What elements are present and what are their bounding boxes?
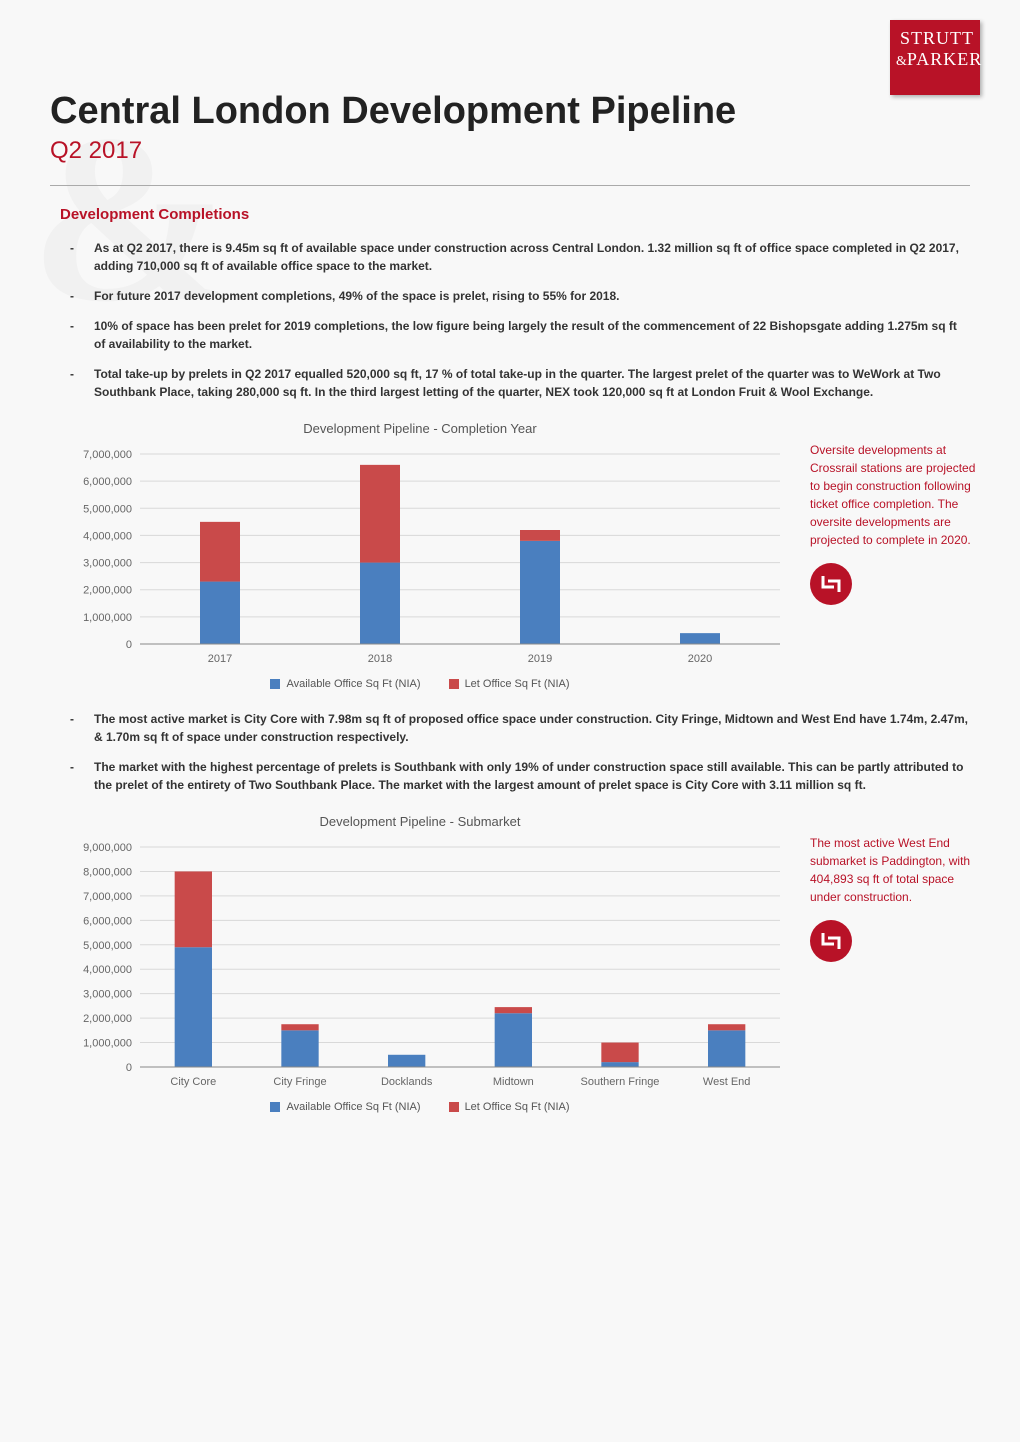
chart1-wrap: Development Pipeline - Completion Year 0… bbox=[50, 421, 790, 690]
svg-text:7,000,000: 7,000,000 bbox=[83, 891, 132, 903]
svg-text:2018: 2018 bbox=[368, 653, 392, 665]
svg-text:2,000,000: 2,000,000 bbox=[83, 585, 132, 597]
svg-text:1,000,000: 1,000,000 bbox=[83, 612, 132, 624]
page-title: Central London Development Pipeline bbox=[50, 90, 970, 133]
legend-item-available: Available Office Sq Ft (NIA) bbox=[270, 678, 420, 690]
crop-icon bbox=[810, 563, 852, 605]
svg-text:7,000,000: 7,000,000 bbox=[83, 449, 132, 461]
logo-line2: PARKER bbox=[907, 49, 982, 69]
chart1-legend: Available Office Sq Ft (NIA) Let Office … bbox=[50, 678, 790, 690]
logo-line1: STRUTT bbox=[896, 28, 974, 49]
bullet-item: 10% of space has been prelet for 2019 co… bbox=[70, 317, 970, 353]
chart2-sidenote: The most active West End submarket is Pa… bbox=[810, 814, 980, 906]
svg-text:8,000,000: 8,000,000 bbox=[83, 866, 132, 878]
svg-text:Midtown: Midtown bbox=[493, 1076, 534, 1088]
legend-item-let: Let Office Sq Ft (NIA) bbox=[449, 678, 570, 690]
svg-text:4,000,000: 4,000,000 bbox=[83, 964, 132, 976]
bullet-item: For future 2017 development completions,… bbox=[70, 287, 970, 305]
chart2-legend: Available Office Sq Ft (NIA) Let Office … bbox=[50, 1101, 790, 1113]
legend-label-available: Available Office Sq Ft (NIA) bbox=[286, 678, 420, 690]
legend-swatch-let bbox=[449, 679, 459, 689]
chart2-sidebar: The most active West End submarket is Pa… bbox=[810, 814, 980, 962]
legend-swatch-let bbox=[449, 1102, 459, 1112]
chart2-wrap: Development Pipeline - Submarket 0 1,000,… bbox=[50, 814, 790, 1113]
bullet-item: The most active market is City Core with… bbox=[70, 710, 970, 746]
svg-text:0: 0 bbox=[126, 1062, 132, 1074]
logo-line2-wrap: &PARKER bbox=[896, 49, 974, 70]
mid-bullets: The most active market is City Core with… bbox=[70, 710, 970, 794]
brand-logo: STRUTT &PARKER bbox=[890, 20, 980, 95]
svg-text:Docklands: Docklands bbox=[381, 1076, 433, 1088]
legend-item-let: Let Office Sq Ft (NIA) bbox=[449, 1101, 570, 1113]
svg-text:6,000,000: 6,000,000 bbox=[83, 476, 132, 488]
chart1-sidenote: Oversite developments at Crossrail stati… bbox=[810, 421, 980, 549]
svg-text:4,000,000: 4,000,000 bbox=[83, 530, 132, 542]
crop-icon bbox=[810, 920, 852, 962]
svg-text:2,000,000: 2,000,000 bbox=[83, 1013, 132, 1025]
svg-text:2019: 2019 bbox=[528, 653, 552, 665]
divider bbox=[50, 185, 970, 186]
svg-text:3,000,000: 3,000,000 bbox=[83, 558, 132, 570]
chart2-block: Development Pipeline - Submarket 0 1,000,… bbox=[50, 814, 970, 1113]
section-heading: Development Completions bbox=[60, 206, 970, 223]
svg-text:0: 0 bbox=[126, 639, 132, 651]
svg-text:6,000,000: 6,000,000 bbox=[83, 915, 132, 927]
legend-label-let: Let Office Sq Ft (NIA) bbox=[465, 1101, 570, 1113]
bullet-item: Total take-up by prelets in Q2 2017 equa… bbox=[70, 365, 970, 401]
svg-text:5,000,000: 5,000,000 bbox=[83, 503, 132, 515]
svg-text:1,000,000: 1,000,000 bbox=[83, 1038, 132, 1050]
legend-label-available: Available Office Sq Ft (NIA) bbox=[286, 1101, 420, 1113]
legend-item-available: Available Office Sq Ft (NIA) bbox=[270, 1101, 420, 1113]
chart2-title: Development Pipeline - Submarket bbox=[50, 814, 790, 829]
chart2-svg: 0 1,000,000 2,000,000 3,000,000 4,000,000 5,0… bbox=[50, 837, 790, 1097]
svg-text:Southern Fringe: Southern Fringe bbox=[581, 1076, 660, 1088]
svg-text:9,000,000: 9,000,000 bbox=[83, 842, 132, 854]
chart1-block: Development Pipeline - Completion Year 0… bbox=[50, 421, 970, 690]
page-subtitle: Q2 2017 bbox=[50, 137, 970, 165]
svg-text:3,000,000: 3,000,000 bbox=[83, 989, 132, 1001]
bullet-item: As at Q2 2017, there is 9.45m sq ft of a… bbox=[70, 239, 970, 275]
bullet-item: The market with the highest percentage o… bbox=[70, 758, 970, 794]
chart1-svg: 0 1,000,000 2,000,000 3,000,000 4,000,000 5,0… bbox=[50, 444, 790, 674]
chart1-sidebar: Oversite developments at Crossrail stati… bbox=[810, 421, 980, 605]
svg-text:2020: 2020 bbox=[688, 653, 712, 665]
svg-text:5,000,000: 5,000,000 bbox=[83, 940, 132, 952]
svg-text:City Fringe: City Fringe bbox=[273, 1076, 326, 1088]
legend-swatch-available bbox=[270, 1102, 280, 1112]
logo-amp: & bbox=[896, 54, 907, 69]
svg-text:2017: 2017 bbox=[208, 653, 232, 665]
page-container: STRUTT &PARKER Central London Developmen… bbox=[0, 0, 1020, 1173]
svg-text:City Core: City Core bbox=[170, 1076, 216, 1088]
legend-label-let: Let Office Sq Ft (NIA) bbox=[465, 678, 570, 690]
legend-swatch-available bbox=[270, 679, 280, 689]
top-bullets: As at Q2 2017, there is 9.45m sq ft of a… bbox=[70, 239, 970, 401]
chart1-title: Development Pipeline - Completion Year bbox=[50, 421, 790, 436]
svg-text:West End: West End bbox=[703, 1076, 751, 1088]
